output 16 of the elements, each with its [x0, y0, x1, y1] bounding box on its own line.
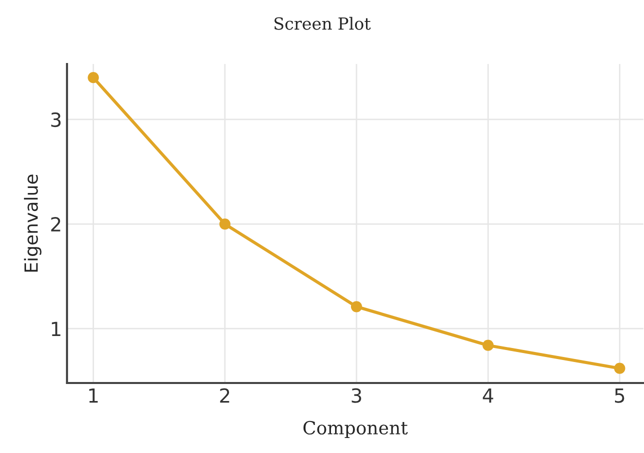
point: [219, 218, 230, 230]
chart-title: Screen Plot: [274, 16, 371, 30]
y-tick-label: 2: [51, 216, 60, 232]
point: [88, 72, 99, 84]
point: [482, 340, 494, 351]
x-tick-label: 5: [614, 388, 624, 403]
y-axis-title: Eigenvalue: [24, 174, 42, 272]
x-axis-title: Component: [303, 420, 408, 438]
x-tick-label: 1: [89, 388, 98, 403]
x-tick-label: 2: [220, 388, 230, 403]
point: [350, 301, 362, 312]
y-tick-label: 3: [51, 112, 61, 128]
x-tick-label: 4: [482, 388, 494, 403]
x-tick-label: 3: [352, 388, 362, 403]
point: [614, 362, 626, 374]
y-tick-label: 1: [52, 322, 60, 336]
